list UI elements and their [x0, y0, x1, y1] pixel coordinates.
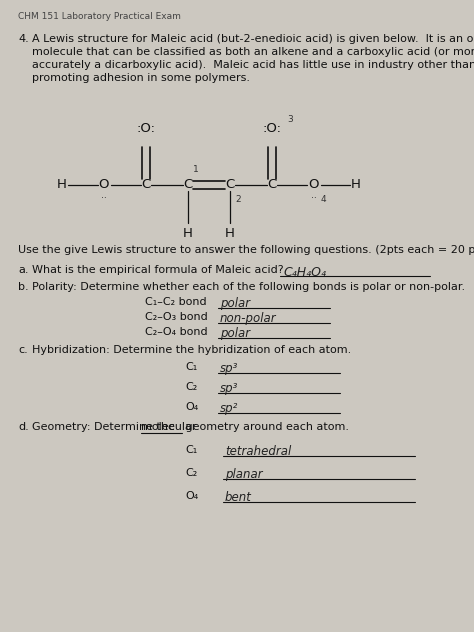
Text: bent: bent: [225, 491, 252, 504]
Text: Polarity: Determine whether each of the following bonds is polar or non-polar.: Polarity: Determine whether each of the …: [32, 282, 465, 292]
Text: non-polar: non-polar: [220, 312, 277, 325]
Text: a.: a.: [18, 265, 28, 275]
Text: Geometry: Determine the: Geometry: Determine the: [32, 422, 178, 432]
Text: C₂–O₄ bond: C₂–O₄ bond: [145, 327, 208, 337]
Text: 1: 1: [193, 164, 199, 174]
Text: 3: 3: [287, 114, 293, 123]
Text: C₂–O₃ bond: C₂–O₃ bond: [145, 312, 208, 322]
Text: C: C: [225, 178, 235, 191]
Text: C₁: C₁: [185, 445, 197, 455]
Text: accurately a dicarboxylic acid).  Maleic acid has little use in industry other t: accurately a dicarboxylic acid). Maleic …: [32, 60, 474, 70]
Text: sp³: sp³: [220, 362, 238, 375]
Text: C₄H₄O₄: C₄H₄O₄: [283, 266, 326, 279]
Text: CHM 151 Laboratory Practical Exam: CHM 151 Laboratory Practical Exam: [18, 12, 181, 21]
Text: polar: polar: [220, 297, 250, 310]
Text: O: O: [99, 178, 109, 191]
Text: ··: ··: [311, 194, 317, 203]
Text: 4: 4: [321, 195, 327, 204]
Text: C: C: [183, 178, 192, 191]
Text: b.: b.: [18, 282, 28, 292]
Text: H: H: [57, 178, 67, 191]
Text: c.: c.: [18, 345, 28, 355]
Text: Hybridization: Determine the hybridization of each atom.: Hybridization: Determine the hybridizati…: [32, 345, 351, 355]
Text: H: H: [183, 227, 193, 240]
Text: O₄: O₄: [185, 402, 198, 412]
Text: :O:: :O:: [263, 123, 282, 135]
Text: A Lewis structure for Maleic acid (but-2-enedioic acid) is given below.  It is a: A Lewis structure for Maleic acid (but-2…: [32, 34, 474, 44]
Text: sp³: sp³: [220, 382, 238, 395]
Text: H: H: [225, 227, 235, 240]
Text: C: C: [141, 178, 151, 191]
Text: 4.: 4.: [18, 34, 29, 44]
Text: sp²: sp²: [220, 402, 238, 415]
Text: C₁: C₁: [185, 362, 197, 372]
Text: 2: 2: [235, 195, 241, 204]
Text: C₂: C₂: [185, 468, 197, 478]
Text: planar: planar: [225, 468, 263, 481]
Text: H: H: [351, 178, 361, 191]
Text: tetrahedral: tetrahedral: [225, 445, 291, 458]
Text: polar: polar: [220, 327, 250, 340]
Text: Use the give Lewis structure to answer the following questions. (2pts each = 20 : Use the give Lewis structure to answer t…: [18, 245, 474, 255]
Text: ··: ··: [101, 194, 107, 203]
Text: C₂: C₂: [185, 382, 197, 392]
Text: promoting adhesion in some polymers.: promoting adhesion in some polymers.: [32, 73, 250, 83]
Text: C₁–C₂ bond: C₁–C₂ bond: [145, 297, 207, 307]
Text: geometry around each atom.: geometry around each atom.: [182, 422, 349, 432]
Text: molecular: molecular: [141, 422, 197, 432]
Text: d.: d.: [18, 422, 29, 432]
Text: O₄: O₄: [185, 491, 198, 501]
Text: What is the empirical formula of Maleic acid?: What is the empirical formula of Maleic …: [32, 265, 283, 275]
Text: O: O: [309, 178, 319, 191]
Text: C: C: [267, 178, 277, 191]
Text: :O:: :O:: [137, 123, 155, 135]
Text: molecule that can be classified as both an alkene and a carboxylic acid (or more: molecule that can be classified as both …: [32, 47, 474, 57]
